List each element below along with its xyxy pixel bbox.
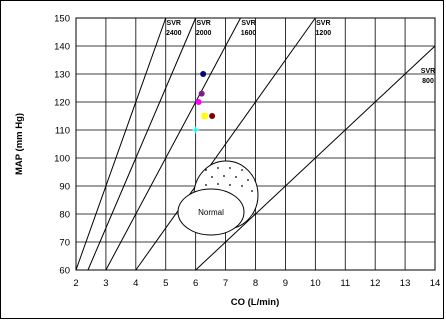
svr-label-top: SVR bbox=[196, 20, 210, 27]
svr-label-value: 1600 bbox=[241, 30, 257, 37]
x-tick-label: 14 bbox=[430, 278, 441, 289]
x-tick-label: 10 bbox=[310, 278, 321, 289]
x-axis-title: CO (L/min) bbox=[231, 297, 280, 308]
y-tick-label: 100 bbox=[54, 154, 70, 165]
svr-label-value: 2000 bbox=[196, 30, 212, 37]
y-tick-label: 80 bbox=[59, 210, 70, 221]
stipple-dot bbox=[229, 167, 231, 169]
svr-lines bbox=[75, 17, 436, 271]
y-tick-label: 110 bbox=[55, 126, 70, 137]
x-tick-label: 8 bbox=[253, 278, 258, 289]
stipple-dot bbox=[235, 176, 237, 178]
svr-labels: SVR 2400 SVR 2000 SVR 1600 SVR 1200 SVR 800 bbox=[166, 20, 435, 85]
stipple-dot bbox=[223, 175, 225, 177]
plot-border bbox=[75, 17, 436, 271]
plot-area-border bbox=[75, 17, 436, 271]
x-tick-label: 13 bbox=[400, 278, 411, 289]
data-point bbox=[198, 90, 205, 97]
y-tick-label: 60 bbox=[59, 266, 70, 277]
normal-zone-label: Normal bbox=[198, 208, 224, 217]
y-tick-label: 90 bbox=[59, 182, 70, 193]
svr-label-top: SVR bbox=[316, 20, 330, 27]
svr-label-value: 1200 bbox=[316, 30, 332, 37]
y-tick-label: 120 bbox=[54, 98, 70, 109]
x-tick-label: 7 bbox=[223, 278, 228, 289]
stipple-dot bbox=[247, 179, 249, 181]
y-tick-label: 140 bbox=[54, 42, 70, 53]
svr-label-top: SVR bbox=[241, 20, 255, 27]
stipple-dot bbox=[217, 167, 219, 169]
x-tick-label: 11 bbox=[340, 278, 350, 289]
svr-line bbox=[135, 17, 316, 271]
stipple-dot bbox=[205, 169, 207, 171]
data-point bbox=[200, 71, 207, 77]
data-point bbox=[201, 113, 208, 119]
grid bbox=[75, 17, 436, 271]
svr-line bbox=[75, 17, 167, 271]
x-tick-label: 12 bbox=[370, 278, 381, 289]
stipple-dot bbox=[211, 176, 213, 178]
stipple-dot bbox=[205, 184, 207, 186]
x-tick-label: 9 bbox=[283, 278, 288, 289]
x-tick-label: 3 bbox=[103, 278, 108, 289]
x-tick-labels: 2 3 4 5 6 7 8 9 10 11 12 13 14 bbox=[73, 278, 440, 289]
svr-label-value: 800 bbox=[422, 78, 434, 85]
normal-oval bbox=[177, 188, 245, 236]
svr-line bbox=[87, 17, 197, 271]
stipple-dot bbox=[229, 184, 231, 186]
stipple-dot bbox=[217, 183, 219, 185]
svr-label-top: SVR bbox=[421, 68, 435, 75]
stipple-dot bbox=[241, 169, 243, 171]
y-tick-label: 150 bbox=[54, 14, 70, 25]
svr-label-value: 2400 bbox=[166, 30, 182, 37]
svr-line bbox=[105, 17, 241, 271]
stipple-dot bbox=[241, 185, 243, 187]
svr-line bbox=[195, 45, 436, 271]
data-point bbox=[209, 113, 216, 119]
y-tick-labels: 60 70 80 90 100 110 120 130 140 150 bbox=[54, 14, 70, 277]
svr-label-top: SVR bbox=[167, 20, 181, 27]
y-tick-label: 130 bbox=[54, 70, 70, 81]
data-point bbox=[191, 126, 200, 134]
y-axis-title: MAP (mm Hg) bbox=[14, 113, 25, 175]
y-tick-label: 70 bbox=[59, 238, 70, 249]
stipple-dot bbox=[251, 190, 253, 192]
normal-zone bbox=[177, 160, 259, 236]
x-tick-label: 2 bbox=[73, 278, 78, 289]
data-point bbox=[195, 99, 202, 105]
data-points bbox=[191, 71, 216, 134]
x-tick-label: 4 bbox=[133, 278, 138, 289]
x-tick-label: 5 bbox=[163, 278, 168, 289]
x-tick-label: 6 bbox=[193, 278, 198, 289]
